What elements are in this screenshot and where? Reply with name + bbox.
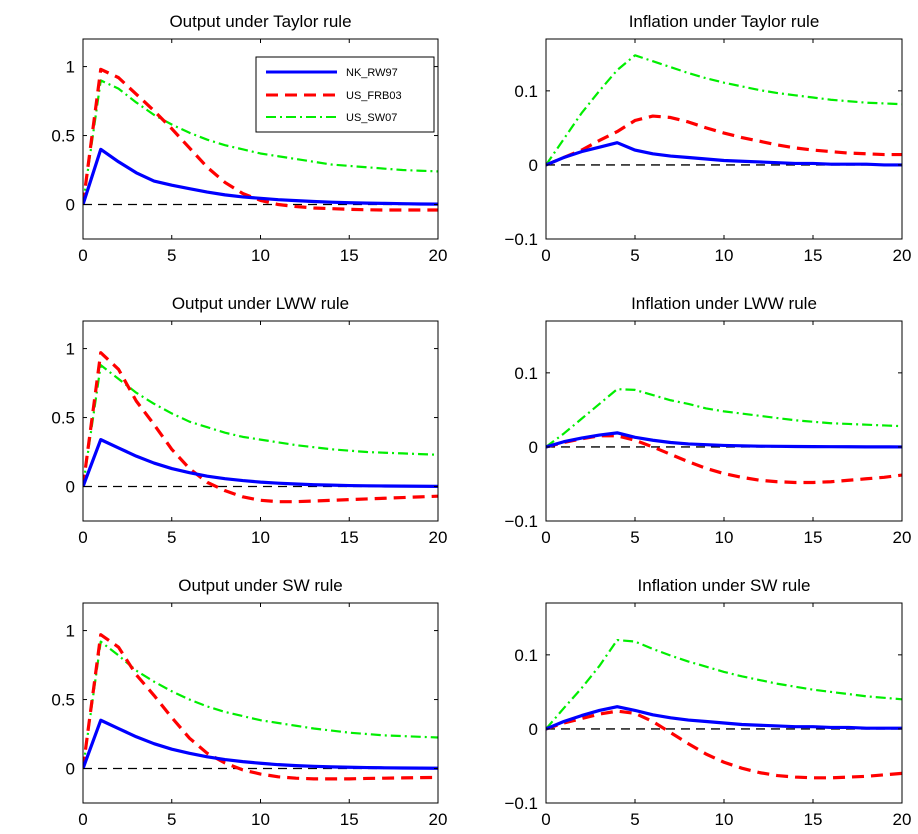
series-line-us-sw07: [83, 640, 438, 769]
legend-label-nk-rw97: NK_RW97: [346, 67, 398, 79]
y-tick-label: 0.1: [514, 82, 538, 101]
series-group: [83, 351, 438, 504]
panel-title: Inflation under Taylor rule: [629, 12, 820, 31]
series-group: [546, 388, 902, 485]
series-line-us-frb03: [546, 114, 902, 167]
x-tick-label: 5: [167, 528, 176, 547]
axes-box: [545, 602, 903, 804]
x-tick-label: 15: [340, 246, 359, 265]
x-tick-label: 20: [429, 246, 448, 265]
y-tick-label: 0.1: [514, 646, 538, 665]
x-tick-label: 10: [251, 528, 270, 547]
panel-3: Output under LWW rule 0 5 10 15 20 0 0.5 1: [51, 294, 447, 547]
panel-title: Output under LWW rule: [172, 294, 349, 313]
y-tick-label: 0: [529, 720, 538, 739]
x-tick-label: 0: [78, 246, 87, 265]
y-tick-label: 0.5: [51, 409, 75, 428]
y-tick-label: 0: [529, 156, 538, 175]
x-tick-label: 5: [167, 246, 176, 265]
x-tick-label: 10: [715, 246, 734, 265]
y-tick-label: 0.5: [51, 127, 75, 146]
axes-box: [82, 320, 439, 522]
x-tick-label: 20: [893, 810, 912, 829]
series-line-us-sw07: [546, 638, 902, 730]
series-line-us-frb03: [83, 67, 438, 212]
x-tick-label: 10: [715, 810, 734, 829]
y-tick-label: 1: [66, 622, 75, 641]
legend-box: [255, 56, 435, 133]
series-line-nk-rw97: [546, 141, 902, 167]
x-tick-label: 15: [804, 810, 823, 829]
y-tick-label: 1: [66, 58, 75, 77]
series-line-us-sw07: [546, 388, 902, 448]
x-tick-label: 5: [167, 810, 176, 829]
panel-1: Output under Taylor rule 0 5 10 15 20 0 0.5 1: [51, 12, 447, 265]
y-tick-label: 0.1: [514, 364, 538, 383]
x-tick-label: 20: [429, 810, 448, 829]
series-group: [546, 54, 902, 167]
y-tick-label: 0.5: [51, 691, 75, 710]
panel-title: Inflation under SW rule: [638, 576, 811, 595]
y-tick-label: 1: [66, 340, 75, 359]
series-line-nk-rw97: [546, 431, 902, 449]
x-tick-label: 5: [630, 246, 639, 265]
series-line-us-sw07: [83, 79, 438, 205]
y-tick-label: −0.1: [504, 512, 538, 531]
y-tick-label: 0: [66, 196, 75, 215]
x-tick-label: 10: [251, 246, 270, 265]
y-tick-label: 0: [66, 760, 75, 779]
series-group: [83, 67, 438, 212]
series-line-us-frb03: [546, 709, 902, 780]
legend: NK_RW97 US_FRB03 US_SW07: [255, 56, 435, 133]
panel-5: Output under SW rule 0 5 10 15 20 0 0.5 1: [51, 576, 447, 829]
x-tick-label: 0: [541, 810, 550, 829]
x-tick-label: 15: [340, 810, 359, 829]
series-line-us-frb03: [83, 633, 438, 781]
series-line-nk-rw97: [546, 705, 902, 731]
y-tick-label: 0: [66, 478, 75, 497]
x-tick-label: 5: [630, 810, 639, 829]
series-line-us-sw07: [546, 54, 902, 166]
panel-title: Inflation under LWW rule: [631, 294, 817, 313]
legend-label-us-frb03: US_FRB03: [346, 90, 402, 102]
x-tick-label: 0: [78, 810, 87, 829]
x-tick-label: 15: [804, 246, 823, 265]
series-line-us-frb03: [546, 434, 902, 485]
series-group: [83, 633, 438, 781]
series-line-nk-rw97: [83, 147, 438, 206]
x-tick-label: 5: [630, 528, 639, 547]
y-tick-label: −0.1: [504, 230, 538, 249]
series-group: [546, 638, 902, 780]
series-line-us-sw07: [83, 364, 438, 487]
axes-box: [545, 320, 903, 522]
y-tick-label: 0: [529, 438, 538, 457]
x-tick-label: 20: [893, 528, 912, 547]
x-tick-label: 20: [429, 528, 448, 547]
series-line-nk-rw97: [83, 718, 438, 770]
x-tick-label: 0: [541, 528, 550, 547]
y-tick-label: −0.1: [504, 794, 538, 813]
x-tick-label: 0: [541, 246, 550, 265]
x-tick-label: 10: [251, 810, 270, 829]
x-tick-label: 10: [715, 528, 734, 547]
series-line-us-frb03: [83, 351, 438, 504]
panel-title: Output under SW rule: [178, 576, 342, 595]
panel-title: Output under Taylor rule: [169, 12, 351, 31]
x-tick-label: 0: [78, 528, 87, 547]
x-tick-label: 15: [340, 528, 359, 547]
legend-label-us-sw07: US_SW07: [346, 112, 397, 124]
x-tick-label: 20: [893, 246, 912, 265]
x-tick-label: 15: [804, 528, 823, 547]
series-line-nk-rw97: [83, 438, 438, 488]
